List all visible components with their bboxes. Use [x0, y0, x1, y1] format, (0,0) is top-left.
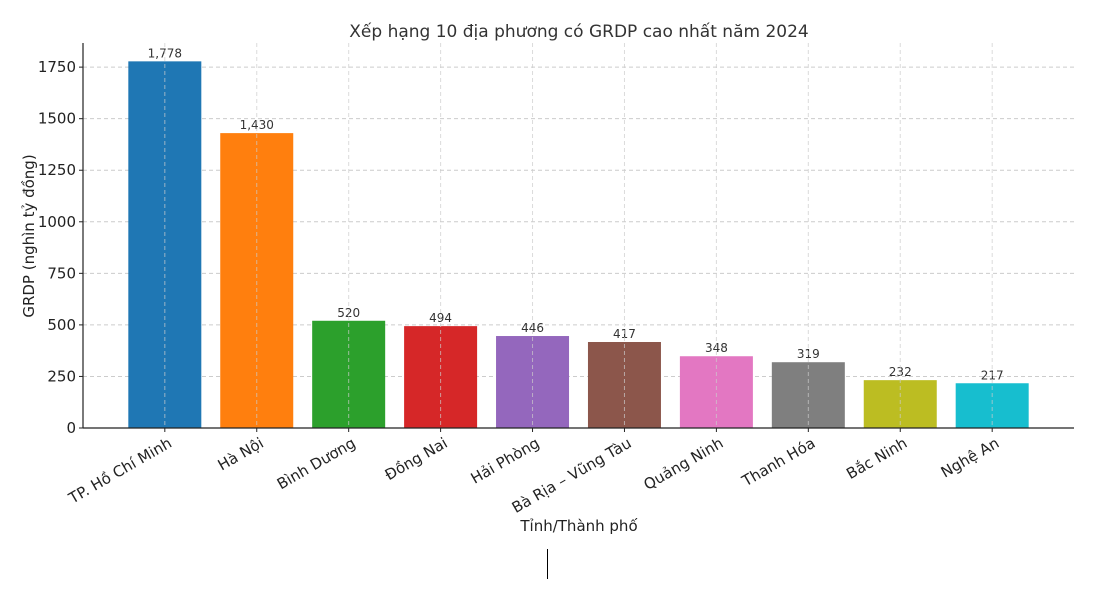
data-label: 446 — [521, 321, 544, 335]
x-axis-label: Tỉnh/Thành phố — [519, 517, 638, 535]
data-label: 417 — [613, 327, 636, 341]
y-tick-label: 1250 — [38, 161, 76, 179]
y-tick-label: 1500 — [38, 110, 76, 128]
bar-1 — [220, 133, 294, 428]
x-tick-label: Quảng Ninh — [641, 434, 727, 494]
text-cursor — [547, 549, 548, 579]
y-axis-label: GRDP (nghìn tỷ đồng) — [20, 154, 38, 317]
bar-5 — [587, 342, 661, 428]
x-tick-label: TP. Hồ Chí Minh — [65, 434, 175, 508]
y-tick-label: 750 — [47, 264, 76, 282]
y-tick-label: 250 — [47, 367, 76, 385]
y-tick-label: 500 — [47, 316, 76, 334]
x-tick-label: Thanh Hóa — [738, 434, 818, 491]
x-tick-label: Bình Dương — [274, 434, 359, 493]
y-tick-label: 1750 — [38, 58, 76, 76]
x-tick-label: Hải Phòng — [468, 434, 543, 488]
x-tick-label: Bắc Ninh — [843, 434, 910, 483]
chart-title: Xếp hạng 10 địa phương có GRDP cao nhất … — [349, 21, 808, 42]
bar-9 — [955, 383, 1029, 428]
x-tick-label: Nghệ An — [938, 434, 1002, 482]
data-label: 1,430 — [240, 118, 274, 132]
y-tick-label: 0 — [66, 419, 76, 437]
bar-3 — [404, 326, 478, 428]
data-label: 348 — [705, 341, 728, 355]
x-tick-label: Hà Nội — [215, 434, 267, 474]
y-tick-label: 1000 — [38, 213, 76, 231]
x-tick-label: Đồng Nai — [382, 434, 451, 484]
